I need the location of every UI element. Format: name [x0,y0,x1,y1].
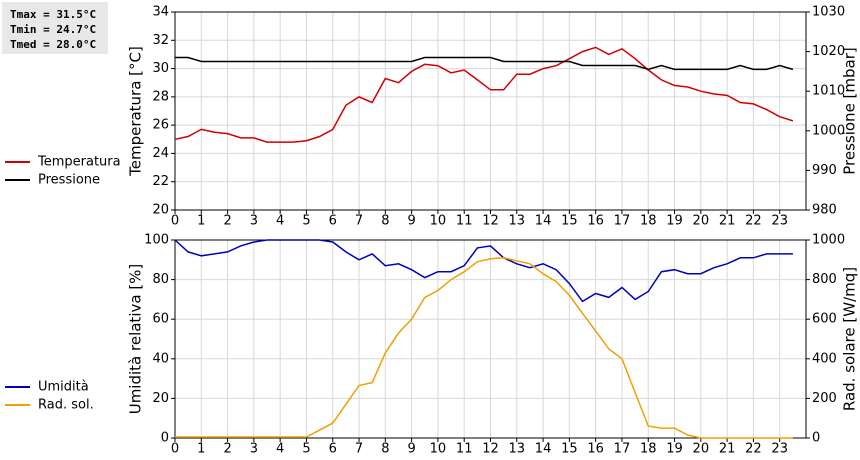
x-tick-label: 8 [381,442,389,457]
legend-label: Pressione [38,173,100,188]
x-tick-label: 12 [482,442,499,457]
y-tick-label: 20 [152,203,169,218]
legend-label: Temperatura [37,155,121,170]
y-tick-label: 40 [152,351,169,366]
x-tick-label: 11 [456,214,473,229]
x-tick-label: 22 [745,214,762,229]
x-tick-label: 7 [355,442,363,457]
legend-label: Rad. sol. [38,398,94,413]
x-tick-label: 0 [171,442,179,457]
x-tick-label: 22 [745,442,762,457]
y2-tick-label: 400 [812,351,837,366]
x-tick-label: 4 [276,442,284,457]
x-tick-label: 14 [535,442,552,457]
y-tick-label: 20 [152,391,169,406]
x-tick-label: 10 [430,442,447,457]
x-tick-label: 18 [640,442,657,457]
x-tick-label: 23 [771,214,788,229]
x-tick-label: 19 [666,214,683,229]
y2-tick-label: 1010 [812,84,845,99]
y-tick-label: 60 [152,312,169,327]
stat-min: Tmin = 24.7°C [10,23,96,36]
y2-tick-label: 1030 [812,5,845,20]
y2-tick-label: 1000 [812,123,845,138]
legend-label: Umidità [38,380,89,395]
plot-frame [174,239,807,439]
y-tick-label: 34 [152,5,169,20]
x-tick-label: 12 [482,214,499,229]
y2-tick-label: 1000 [812,233,845,248]
x-tick-label: 16 [587,442,604,457]
series-line [174,46,794,143]
plot-frame [174,11,807,211]
x-tick-label: 2 [223,214,231,229]
y2-axis-label: Pressione [mbar] [841,47,859,175]
y-tick-label: 26 [152,118,169,133]
y2-tick-label: 990 [812,163,837,178]
y-axis-label: Umidità relativa [%] [127,264,145,415]
x-tick-label: 1 [197,442,205,457]
x-tick-label: 18 [640,214,657,229]
y-tick-label: 100 [144,233,169,248]
x-tick-label: 6 [329,442,337,457]
x-tick-label: 6 [329,214,337,229]
y-axis-label: Temperatura [°C] [127,46,145,177]
x-tick-label: 21 [719,214,736,229]
x-tick-label: 13 [509,442,526,457]
x-tick-label: 1 [197,214,205,229]
y2-tick-label: 1020 [812,44,845,59]
series-line [174,239,793,303]
y-tick-label: 28 [152,89,169,104]
x-tick-label: 9 [407,442,415,457]
x-tick-label: 7 [355,214,363,229]
y-tick-label: 30 [152,61,169,76]
y-tick-label: 80 [152,272,169,287]
x-tick-label: 20 [693,442,710,457]
x-tick-label: 3 [250,442,258,457]
x-tick-label: 15 [561,442,578,457]
y-tick-label: 24 [152,146,169,161]
y2-tick-label: 800 [812,272,837,287]
x-tick-label: 13 [509,214,526,229]
x-tick-label: 8 [381,214,389,229]
y2-tick-label: 600 [812,312,837,327]
x-tick-label: 5 [302,214,310,229]
x-tick-label: 9 [407,214,415,229]
series-line [175,257,793,439]
x-tick-label: 5 [302,442,310,457]
x-tick-label: 3 [250,214,258,229]
x-tick-label: 11 [456,442,473,457]
y2-tick-label: 0 [812,431,820,446]
series-line [175,56,794,71]
y-tick-label: 22 [152,174,169,189]
stat-med: Tmed = 28.0°C [10,38,96,51]
stats-box [2,2,108,54]
x-tick-label: 20 [693,214,710,229]
stat-max: Tmax = 31.5°C [10,8,96,21]
y2-tick-label: 980 [812,203,837,218]
x-tick-label: 16 [587,214,604,229]
x-tick-label: 4 [276,214,284,229]
x-tick-label: 10 [430,214,447,229]
x-tick-label: 17 [614,442,631,457]
x-tick-label: 23 [771,442,788,457]
x-tick-label: 14 [535,214,552,229]
x-tick-label: 21 [719,442,736,457]
y-tick-label: 32 [152,33,169,48]
x-tick-label: 15 [561,214,578,229]
x-tick-label: 0 [171,214,179,229]
y2-tick-label: 200 [812,391,837,406]
y-tick-label: 0 [161,431,169,446]
y2-axis-label: Rad. solare [W/mq] [841,267,859,411]
x-tick-label: 2 [223,442,231,457]
x-tick-label: 17 [614,214,631,229]
x-tick-label: 19 [666,442,683,457]
